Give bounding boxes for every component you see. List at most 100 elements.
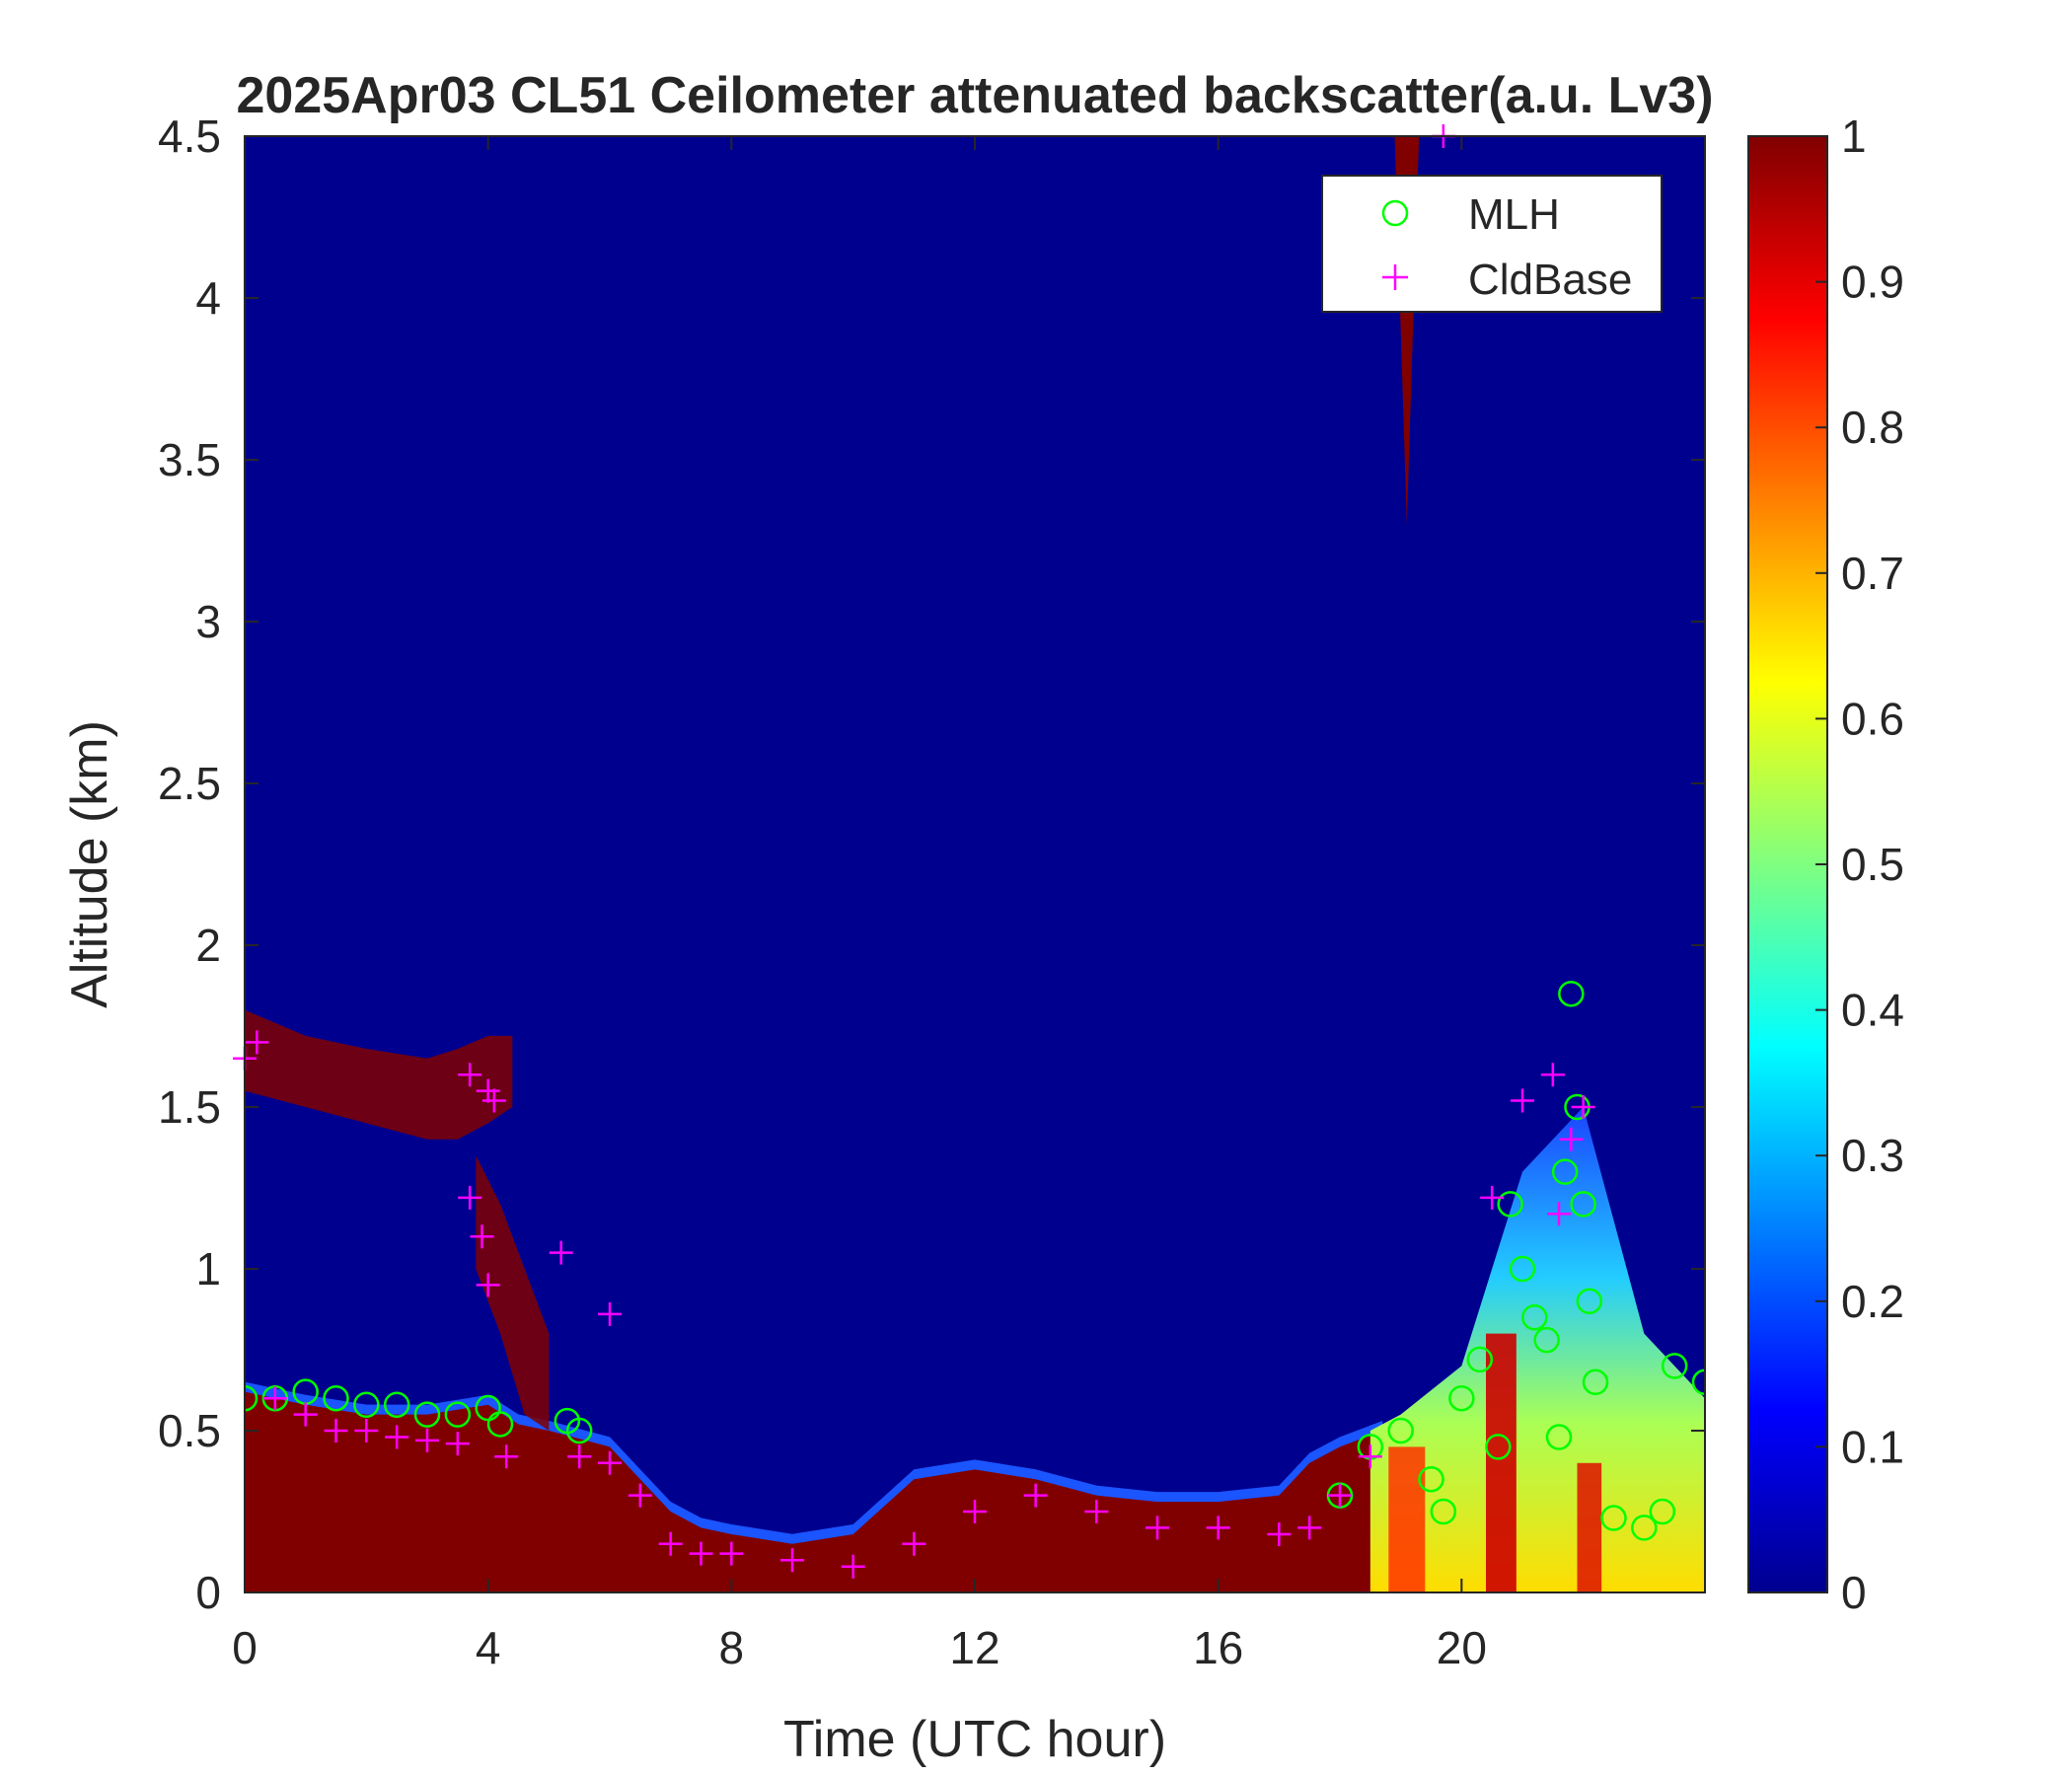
colorbar-tick-label: 0.6	[1841, 693, 1904, 744]
y-tick-label: 3	[195, 596, 221, 647]
colorbar-tick-label: 0.1	[1841, 1421, 1904, 1472]
mlh-point	[1497, 1191, 1523, 1218]
x-tick-labels: 0 4 8 12 16 20	[232, 1622, 1487, 1673]
cldbase-series	[233, 124, 1595, 1579]
mlh-point	[353, 1391, 380, 1419]
y-tick-label: 2.5	[158, 758, 221, 809]
cldbase-point	[1267, 1521, 1292, 1546]
cldbase-point	[841, 1554, 865, 1579]
heatmap-background	[245, 136, 1705, 1592]
cldbase-point	[476, 1078, 500, 1103]
legend-mlh-label: MLH	[1468, 190, 1560, 239]
cldbase-point	[458, 1185, 482, 1210]
y-tick-label: 1.5	[158, 1081, 221, 1133]
x-tick-label: 12	[949, 1622, 999, 1673]
colorbar-tick-label: 0	[1841, 1567, 1867, 1618]
cldbase-point	[385, 1425, 409, 1449]
cldbase-point	[324, 1419, 348, 1443]
mlh-point	[1521, 1303, 1548, 1331]
legend: MLH CldBase	[1321, 175, 1663, 313]
y-axis-label: Altitude (km)	[61, 720, 118, 1008]
mlh-point	[444, 1401, 472, 1428]
mlh-point	[1576, 1288, 1603, 1315]
mlh-point	[1691, 1369, 1705, 1396]
mlh-point	[383, 1391, 410, 1419]
colorbar-tick-label: 0.2	[1841, 1276, 1904, 1327]
mlh-point	[486, 1411, 514, 1438]
evening-hotspot-3	[1577, 1462, 1602, 1592]
mlh-point	[1387, 1417, 1414, 1444]
mlh-point	[413, 1401, 441, 1428]
cldbase-point	[245, 1030, 269, 1055]
cldbase-point	[628, 1483, 652, 1508]
x-tick-label: 16	[1193, 1622, 1243, 1673]
colorbar-tick-label: 0.8	[1841, 402, 1904, 453]
cldbase-point	[1511, 1088, 1534, 1113]
cldbase-point	[549, 1240, 573, 1265]
cldbase-point	[262, 1386, 287, 1411]
mlh-point	[1448, 1384, 1475, 1412]
cldbase-point	[780, 1548, 804, 1573]
x-tick-label: 20	[1437, 1622, 1487, 1673]
cldbase-point	[1297, 1516, 1322, 1540]
x-tick-label: 0	[232, 1622, 258, 1673]
cldbase-point	[1358, 1444, 1382, 1469]
mlh-series	[245, 980, 1705, 1541]
x-tick-label: 4	[476, 1622, 501, 1673]
plot-area	[233, 124, 1706, 1593]
x-tick-label: 8	[719, 1622, 745, 1673]
cldbase-point	[719, 1541, 744, 1566]
cldbase-point	[445, 1432, 470, 1456]
x-axis-label: Time (UTC hour)	[783, 1711, 1166, 1768]
cldbase-point	[470, 1224, 494, 1249]
mlh-point	[1649, 1498, 1676, 1525]
colorbar-tick-label: 0.9	[1841, 257, 1904, 308]
cldbase-point	[458, 1063, 482, 1087]
cldbase-point	[1547, 1202, 1571, 1226]
chart-title: 2025Apr03 CL51 Ceilometer attenuated bac…	[236, 67, 1713, 124]
mlh-point	[1582, 1369, 1609, 1396]
colorbar: 0 0.1 0.2 0.3 0.4 0.5 0.6 0.7 0.8 0.9 1	[1747, 111, 1904, 1618]
evening-hotspot-2	[1486, 1333, 1517, 1592]
y-tick-label: 0.5	[158, 1405, 221, 1456]
y-tick-label: 1	[195, 1243, 221, 1295]
mlh-point	[1551, 1158, 1579, 1185]
heatmap-layers	[245, 136, 1705, 1592]
y-tick-label: 4	[195, 272, 221, 324]
colorbar-gradient	[1747, 135, 1828, 1593]
aerosol-layer	[245, 1391, 1383, 1592]
cldbase-point	[1328, 1483, 1352, 1508]
cldbase-point	[1023, 1483, 1048, 1508]
cldbase-point	[481, 1088, 506, 1113]
cldbase-point	[1571, 1095, 1595, 1119]
cldbase-point	[1146, 1516, 1169, 1540]
mlh-point	[1485, 1434, 1512, 1460]
cldbase-point	[689, 1541, 713, 1566]
legend-cldbase-label: CldBase	[1468, 256, 1632, 304]
cldbase-point	[293, 1402, 318, 1427]
cldbase-point	[1480, 1185, 1505, 1210]
plot-frame	[244, 135, 1706, 1593]
cldbase-point	[902, 1531, 926, 1556]
colorbar-tick-label: 1	[1841, 111, 1867, 162]
colorbar-tick-label: 0.4	[1841, 985, 1904, 1036]
y-tick-label: 0	[195, 1567, 221, 1618]
mlh-point	[1418, 1465, 1444, 1493]
cldbase-point	[963, 1500, 987, 1523]
cldbase-point	[1084, 1500, 1109, 1523]
residual-layer	[245, 1009, 513, 1140]
mlh-point	[1570, 1191, 1596, 1218]
mlh-point	[1558, 980, 1585, 1007]
cldbase-point	[1559, 1127, 1584, 1151]
evening-hotspot-1	[1388, 1446, 1426, 1592]
cldbase-point	[567, 1444, 592, 1469]
mlh-point	[1533, 1326, 1560, 1354]
colorbar-ticks: 0 0.1 0.2 0.3 0.4 0.5 0.6 0.7 0.8 0.9 1	[1815, 111, 1904, 1618]
mlh-point	[1545, 1424, 1573, 1450]
mlh-point	[245, 1384, 259, 1412]
mlh-point	[1466, 1346, 1494, 1373]
y-tick-label: 2	[195, 920, 221, 971]
legend-mlh-marker	[1381, 199, 1409, 227]
colorbar-tick-label: 0.3	[1841, 1130, 1904, 1181]
